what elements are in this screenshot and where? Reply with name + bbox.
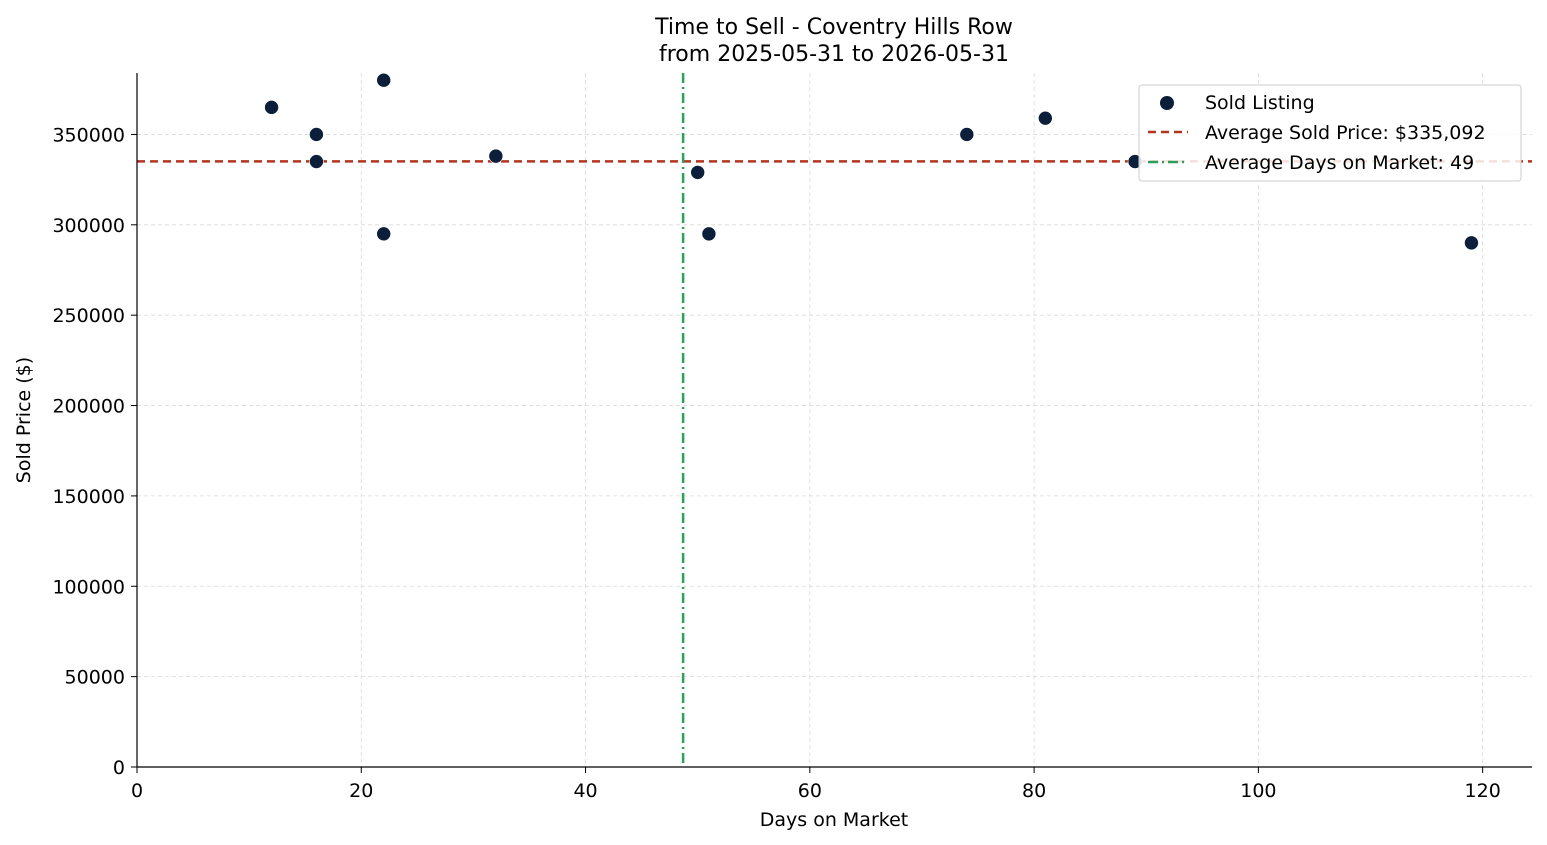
y-axis-label: Sold Price ($) <box>13 357 35 483</box>
y-ticks: 0 50000 100000 150000 200000 250000 300000 3500… <box>52 124 137 779</box>
y-tick-label: 50000 <box>65 667 125 689</box>
sold-listing-point <box>690 165 705 180</box>
x-tick-label: 120 <box>1465 780 1501 802</box>
legend-marker-sold-listing <box>1160 96 1174 110</box>
sold-listing-point <box>701 226 717 242</box>
sold-listing-point <box>309 154 324 169</box>
y-tick-label: 350000 <box>52 124 125 146</box>
sold-listing-point <box>488 148 504 164</box>
x-tick-label: 40 <box>573 780 597 802</box>
y-tick-label: 250000 <box>52 305 125 327</box>
legend: Sold Listing Average Sold Price: $335,09… <box>1138 84 1522 182</box>
x-axis-label: Days on Market <box>760 809 908 831</box>
y-tick-label: 0 <box>113 757 125 779</box>
legend-label-sold-listing: Sold Listing <box>1205 92 1315 114</box>
x-tick-label: 0 <box>131 780 143 802</box>
sold-listing-point <box>309 127 324 142</box>
x-tick-label: 60 <box>798 780 822 802</box>
sold-listing-point <box>1464 235 1479 251</box>
y-tick-label: 200000 <box>52 396 125 418</box>
sold-listing-point <box>959 127 975 142</box>
legend-box <box>1138 84 1522 182</box>
y-tick-label: 150000 <box>52 486 125 508</box>
x-tick-label: 80 <box>1022 780 1046 802</box>
x-ticks: 0 20 40 60 80 100 120 <box>131 767 1501 802</box>
legend-label-average-days: Average Days on Market: 49 <box>1205 152 1474 174</box>
y-tick-label: 100000 <box>52 576 125 598</box>
x-tick-label: 100 <box>1240 780 1276 802</box>
sold-listing-point <box>376 72 392 88</box>
scatter-points <box>264 72 1479 251</box>
chart-title: Time to Sell - Coventry Hills Row <box>654 15 1013 40</box>
sold-listing-point <box>264 100 279 115</box>
sold-listing-point <box>376 226 392 242</box>
y-tick-label: 300000 <box>52 215 125 237</box>
chart-subtitle: from 2025-05-31 to 2026-05-31 <box>659 42 1009 67</box>
legend-label-average-price: Average Sold Price: $335,092 <box>1205 122 1486 144</box>
axes <box>136 73 1532 768</box>
x-tick-label: 20 <box>349 780 373 802</box>
sold-listing-point <box>1038 110 1053 126</box>
